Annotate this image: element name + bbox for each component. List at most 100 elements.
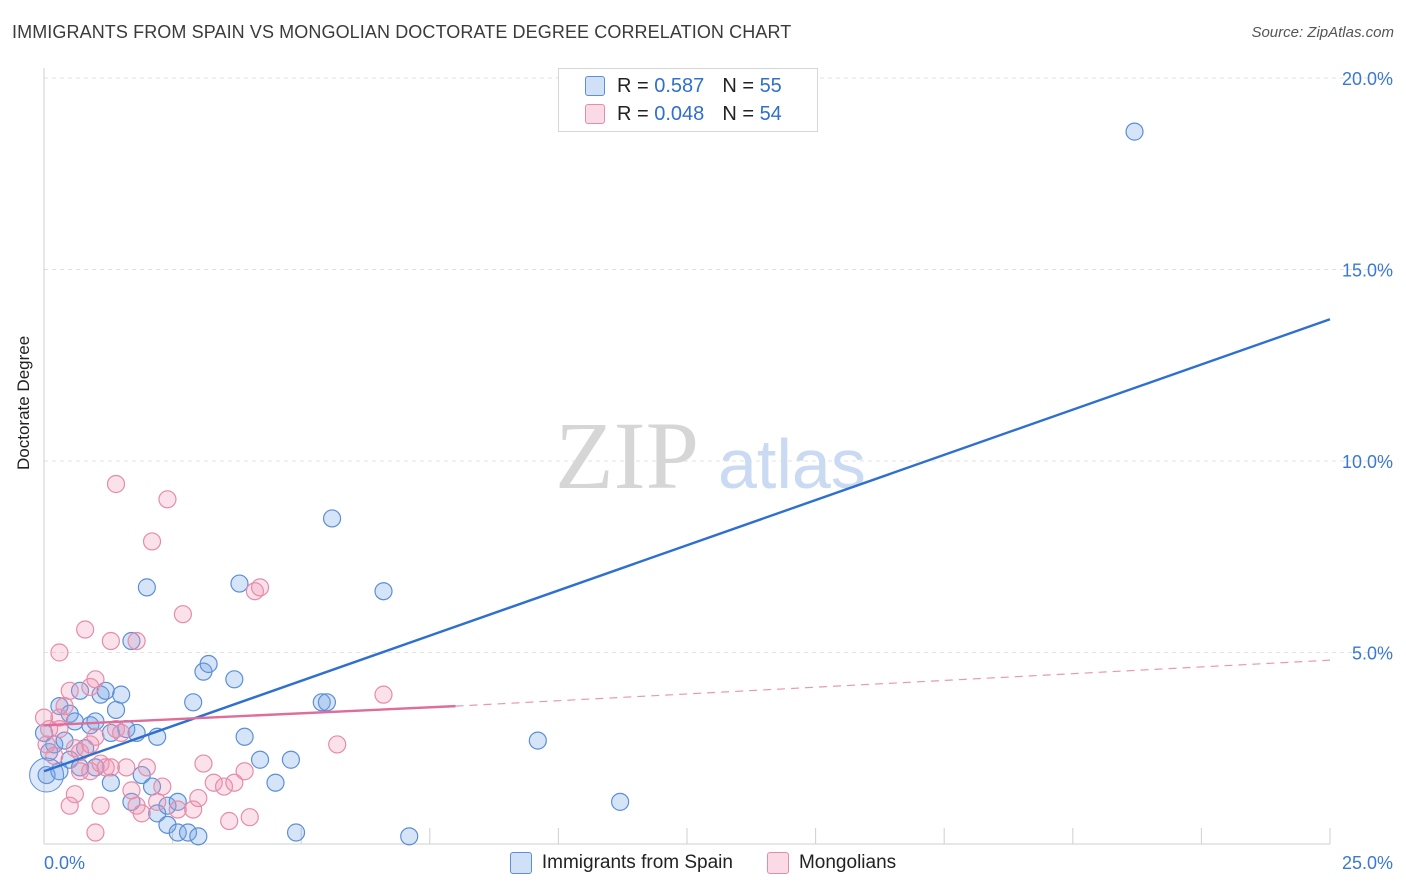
r-label: R = bbox=[617, 102, 649, 125]
spain-point bbox=[112, 685, 131, 704]
mongolian-point bbox=[225, 773, 244, 792]
mongolian-point bbox=[220, 811, 239, 831]
y-tick-label: 5.0% bbox=[1352, 644, 1393, 664]
spain-point bbox=[374, 582, 393, 601]
legend-label-mongolians: Mongolians bbox=[798, 852, 897, 873]
mongolian-point bbox=[101, 631, 120, 651]
mongolian-point bbox=[184, 800, 203, 819]
spain-swatch bbox=[585, 76, 605, 96]
spain-point bbox=[158, 815, 177, 834]
mongolian-point bbox=[101, 758, 120, 777]
mongolian-point bbox=[250, 578, 270, 597]
n-value: 54 bbox=[759, 102, 782, 125]
mongolian-point bbox=[112, 723, 131, 743]
spain-point bbox=[225, 670, 244, 689]
mongolian-point bbox=[76, 620, 95, 639]
mongolian-point bbox=[328, 735, 347, 754]
legend-row-spain: R = 0.587 N = 55 bbox=[585, 73, 782, 99]
mongolian-trend-extension bbox=[455, 659, 1331, 707]
spain-point bbox=[55, 731, 74, 750]
mongolian-trend-line bbox=[43, 704, 456, 727]
tick-labels: 5.0% 10.0% 15.0% 20.0% 0.0% 25.0% bbox=[44, 69, 1393, 873]
mongolians-swatch bbox=[585, 104, 605, 124]
legend-row-mongolians: R = 0.048 N = 54 bbox=[585, 101, 782, 127]
mongolian-point bbox=[153, 777, 172, 796]
mongolian-point bbox=[214, 777, 234, 796]
trend-lines bbox=[43, 318, 1331, 773]
chart-title: IMMIGRANTS FROM SPAIN VS MONGOLIAN DOCTO… bbox=[12, 22, 792, 42]
spain-point bbox=[286, 823, 306, 842]
series-legend: Immigrants from Spain Mongolians bbox=[0, 852, 1406, 874]
spain-point bbox=[235, 727, 254, 746]
legend-label-spain: Immigrants from Spain bbox=[541, 852, 733, 873]
spain-point bbox=[312, 693, 331, 712]
spain-point bbox=[1125, 122, 1144, 141]
spain-point bbox=[400, 827, 419, 846]
n-value: 55 bbox=[759, 74, 782, 97]
x-tick-label: 25.0% bbox=[1342, 853, 1393, 873]
r-label: R = bbox=[617, 74, 649, 97]
mongolian-point bbox=[91, 796, 110, 815]
mongolian-point bbox=[235, 762, 254, 781]
mongolian-point bbox=[106, 474, 126, 494]
spain-point bbox=[611, 792, 630, 811]
mongolian-point bbox=[70, 762, 90, 781]
y-tick-label: 10.0% bbox=[1342, 452, 1393, 472]
spain-point bbox=[65, 712, 84, 731]
n-label: N = bbox=[722, 102, 754, 125]
mongolian-point bbox=[117, 758, 136, 777]
r-value: 0.048 bbox=[654, 102, 705, 125]
mongolian-point bbox=[122, 781, 141, 800]
mongolian-point bbox=[86, 727, 105, 746]
spain-point bbox=[137, 578, 156, 597]
spain-point bbox=[168, 792, 187, 811]
watermark: ZIP atlas bbox=[555, 402, 866, 509]
spain-point bbox=[322, 509, 342, 528]
mongolian-point bbox=[148, 792, 167, 811]
mongolian-point bbox=[158, 490, 177, 509]
spain-point bbox=[528, 731, 547, 750]
spain-point bbox=[189, 827, 208, 846]
spain-legend-swatch bbox=[509, 852, 532, 874]
mongolian-point bbox=[45, 746, 64, 766]
mongolian-point bbox=[127, 631, 146, 651]
data-points bbox=[29, 122, 1144, 846]
axes bbox=[43, 68, 1331, 845]
stats-legend: R = 0.587 N = 55 R = 0.048 N = 54 bbox=[558, 68, 818, 132]
spain-point bbox=[29, 757, 65, 793]
x-tick-label: 0.0% bbox=[44, 853, 85, 873]
mongolian-point bbox=[132, 804, 151, 823]
spain-point bbox=[178, 823, 198, 842]
spain-point bbox=[101, 773, 120, 792]
spain-point bbox=[168, 823, 187, 842]
spain-trend-line bbox=[43, 318, 1331, 773]
spain-point bbox=[158, 796, 177, 815]
mongolian-point bbox=[374, 685, 393, 704]
mongolian-point bbox=[168, 800, 187, 819]
mongolian-point bbox=[55, 697, 74, 716]
spain-point bbox=[106, 700, 126, 720]
mongolian-point bbox=[173, 605, 192, 624]
source-credit: Source: ZipAtlas.com bbox=[1251, 24, 1394, 41]
mongolian-point bbox=[60, 681, 79, 700]
watermark-zip: ZIP bbox=[555, 402, 699, 509]
spain-point bbox=[317, 693, 337, 712]
mongolians-legend-swatch bbox=[766, 852, 789, 874]
mongolian-point bbox=[137, 758, 156, 777]
mongolian-point bbox=[96, 758, 115, 777]
spain-point bbox=[199, 654, 218, 674]
mongolian-point bbox=[65, 785, 84, 804]
mongolian-point bbox=[142, 532, 162, 551]
mongolian-point bbox=[194, 754, 213, 773]
spain-point bbox=[122, 631, 141, 651]
y-tick-label: 20.0% bbox=[1342, 69, 1393, 89]
y-axis-label: Doctorate Degree bbox=[14, 335, 33, 470]
y-tick-label: 15.0% bbox=[1342, 261, 1393, 281]
legend-item-spain[interactable]: Immigrants from Spain bbox=[509, 852, 733, 874]
spain-point bbox=[96, 681, 115, 700]
n-label: N = bbox=[722, 74, 754, 97]
r-value: 0.587 bbox=[654, 74, 705, 97]
mongolian-point bbox=[81, 762, 100, 781]
legend-item-mongolians[interactable]: Mongolians bbox=[766, 852, 897, 874]
